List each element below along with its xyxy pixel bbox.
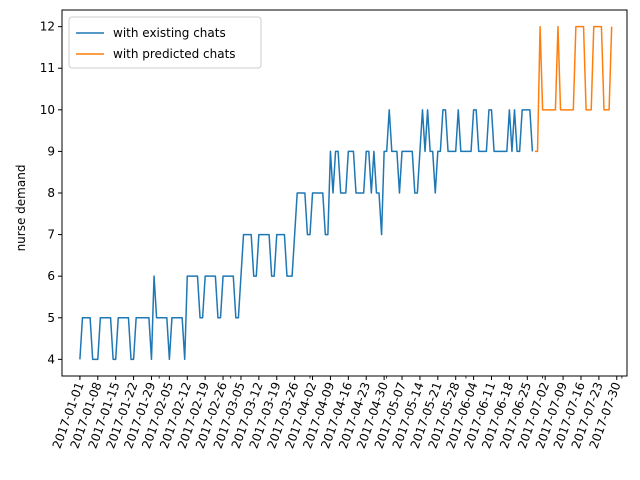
y-axis: 4 5 6 7 8 9 10 11 12 xyxy=(40,20,62,366)
x-axis: 2017-01-012017-01-082017-01-152017-01-22… xyxy=(50,376,624,451)
y-tick-label: 7 xyxy=(47,228,55,242)
series-line-2 xyxy=(534,25,613,153)
legend-frame xyxy=(68,16,262,69)
y-axis-label: nurse demand xyxy=(14,165,28,252)
y-tick-label: 10 xyxy=(40,103,55,117)
legend-label-existing: with existing chats xyxy=(113,26,226,40)
y-tick-label: 8 xyxy=(47,186,55,200)
series-line-1 xyxy=(79,109,534,361)
legend-label-predicted: with predicted chats xyxy=(113,47,236,61)
y-tick-label: 4 xyxy=(47,352,55,366)
y-tick-label: 9 xyxy=(47,144,55,158)
plot-area xyxy=(79,25,613,361)
y-tick-label: 6 xyxy=(47,269,55,283)
y-tick-label: 5 xyxy=(47,311,55,325)
y-tick-label: 12 xyxy=(40,20,55,34)
y-tick-label: 11 xyxy=(40,61,55,75)
legend: with existing chats with predicted chats xyxy=(68,16,262,69)
